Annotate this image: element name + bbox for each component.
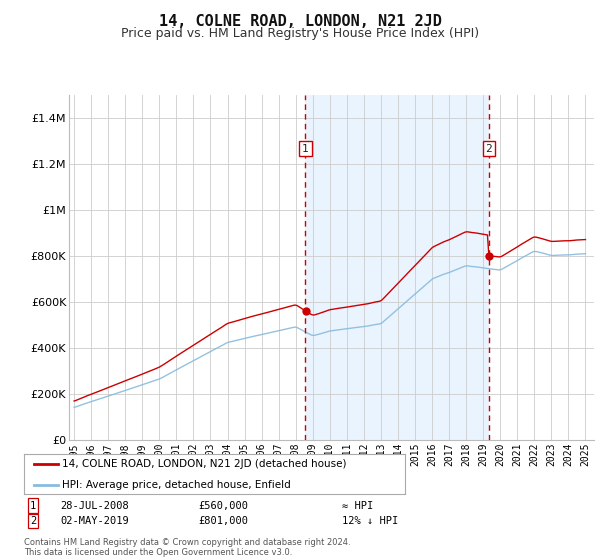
- Bar: [305, 95, 489, 440]
- Text: Contains HM Land Registry data © Crown copyright and database right 2024.
This d: Contains HM Land Registry data © Crown c…: [24, 538, 350, 557]
- Text: 12% ↓ HPI: 12% ↓ HPI: [342, 516, 398, 526]
- Text: £801,000: £801,000: [198, 516, 248, 526]
- Text: 14, COLNE ROAD, LONDON, N21 2JD (detached house): 14, COLNE ROAD, LONDON, N21 2JD (detache…: [62, 460, 347, 469]
- Text: 1: 1: [30, 501, 36, 511]
- Text: 28-JUL-2008: 28-JUL-2008: [60, 501, 129, 511]
- Text: 1: 1: [302, 143, 309, 153]
- Text: 2: 2: [485, 143, 492, 153]
- Text: 02-MAY-2019: 02-MAY-2019: [60, 516, 129, 526]
- Text: ≈ HPI: ≈ HPI: [342, 501, 373, 511]
- Text: 2: 2: [30, 516, 36, 526]
- Text: Price paid vs. HM Land Registry's House Price Index (HPI): Price paid vs. HM Land Registry's House …: [121, 27, 479, 40]
- Text: HPI: Average price, detached house, Enfield: HPI: Average price, detached house, Enfi…: [62, 480, 291, 490]
- Text: £560,000: £560,000: [198, 501, 248, 511]
- Text: 14, COLNE ROAD, LONDON, N21 2JD: 14, COLNE ROAD, LONDON, N21 2JD: [158, 14, 442, 29]
